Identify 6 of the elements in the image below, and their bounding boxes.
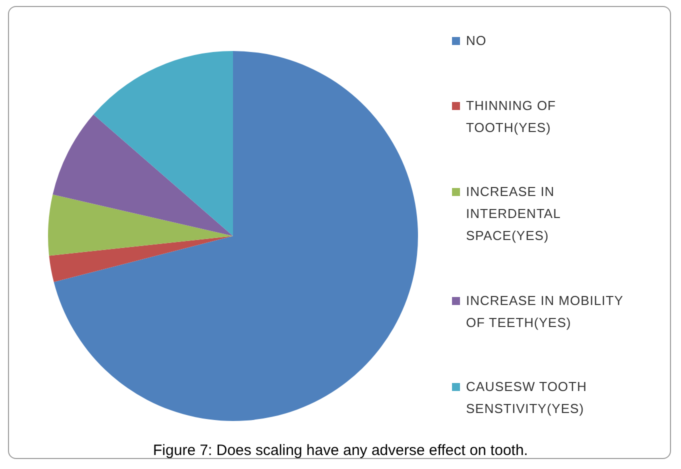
caption: Figure 7: Does scaling have any adverse effect on tooth. (152, 442, 529, 459)
legend-label: THINNING OF TOOTH(YES) (466, 96, 557, 137)
legend-label: INCREASE IN MOBILITY OF TEETH(YES) (466, 292, 624, 332)
legend-label: NO (466, 32, 486, 50)
legend-label: CAUSESW TOOTH SENSTIVITY(YES) (466, 378, 588, 418)
legend-label: INCREASE IN INTERDENTAL SPACE(YES) (466, 183, 562, 245)
